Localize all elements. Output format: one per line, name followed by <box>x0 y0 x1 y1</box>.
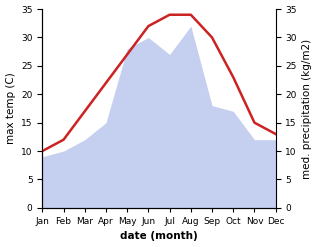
Y-axis label: max temp (C): max temp (C) <box>5 73 16 144</box>
X-axis label: date (month): date (month) <box>120 231 198 242</box>
Y-axis label: med. precipitation (kg/m2): med. precipitation (kg/m2) <box>302 38 313 179</box>
